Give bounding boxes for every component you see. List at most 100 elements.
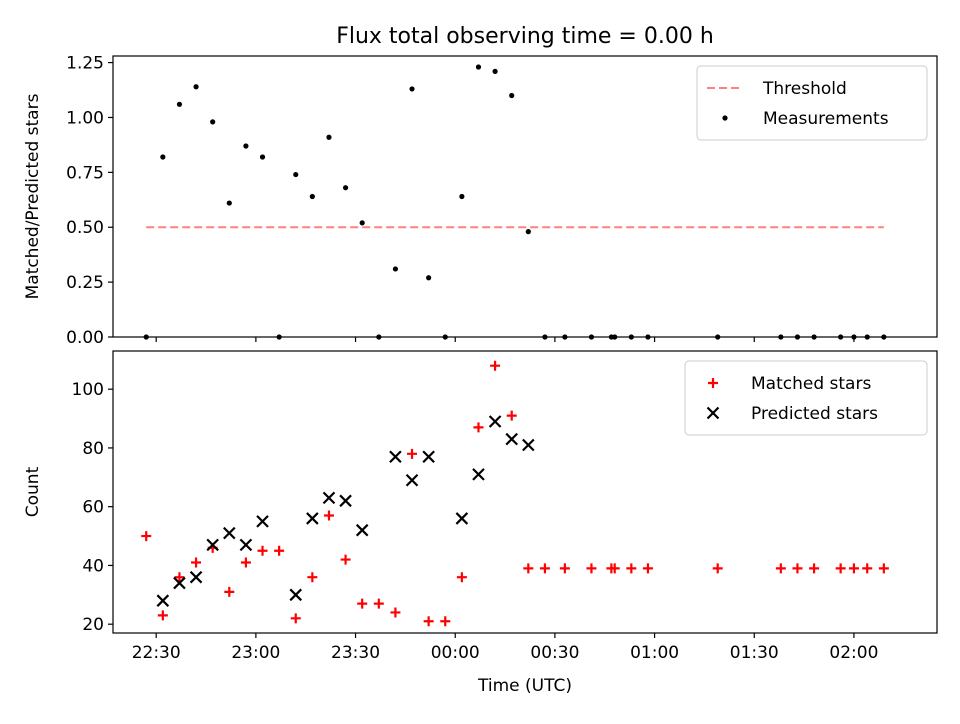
matched-star-point <box>712 563 723 574</box>
predicted-star-point <box>505 432 518 446</box>
x-tick-label: 23:30 <box>331 643 380 663</box>
measurement-point <box>143 334 149 340</box>
measurement-point <box>176 101 183 107</box>
legend: Threshold Measurements <box>696 65 928 141</box>
x-axis-label: Time (UTC) <box>477 676 572 696</box>
matched-star-point <box>157 610 168 621</box>
measurement-point <box>210 119 216 125</box>
measurement-point <box>459 193 465 200</box>
measurement-point <box>542 334 548 340</box>
matched-star-point <box>792 563 803 574</box>
measurement-point <box>525 229 531 235</box>
predicted-star-point <box>405 473 419 487</box>
measurement-point <box>409 86 415 92</box>
plot-frame-2 <box>112 350 938 634</box>
measurement-point <box>392 266 399 272</box>
x-tick-label: 00:00 <box>431 643 480 663</box>
predicted-star-point <box>472 468 485 481</box>
matched-star-point <box>775 563 786 574</box>
legend-label: Matched stars <box>751 374 871 394</box>
y-tick-label: 60 <box>82 498 104 518</box>
predicted-star-point <box>223 526 236 540</box>
y-axis-label: Count <box>23 466 43 517</box>
predicted-star-point <box>256 515 269 528</box>
measurement-point <box>243 143 249 149</box>
measurement-point <box>492 68 498 74</box>
measurement-point <box>509 92 515 99</box>
y-tick-label: 0.25 <box>66 273 104 293</box>
measurement-point <box>881 334 887 340</box>
matched-star-point <box>809 563 820 574</box>
matched-star-point <box>240 557 251 568</box>
legend: Matched stars Predicted stars <box>684 360 928 436</box>
matched-star-point <box>490 360 501 371</box>
measurement-point <box>309 193 315 200</box>
measurement-point <box>851 334 857 340</box>
matched-star-point <box>609 563 620 574</box>
predicted-star-point <box>522 438 535 452</box>
measurement-point <box>588 334 595 340</box>
predicted-star-point <box>206 538 219 552</box>
measurement-point <box>359 220 365 226</box>
y-tick-label: 20 <box>82 615 104 635</box>
predicted-star-point <box>455 512 469 525</box>
measurement-point <box>838 334 844 340</box>
measurement-point <box>794 334 801 340</box>
measurement-point <box>293 171 299 178</box>
predicted-star-point <box>239 538 253 552</box>
measurement-point <box>342 185 349 191</box>
measurement-point <box>193 84 199 90</box>
matched-star-point <box>290 613 301 624</box>
matched-star-point <box>440 616 451 627</box>
measurement-point <box>226 200 232 206</box>
measurement-point <box>715 334 721 340</box>
y-tick-label: 0.75 <box>66 163 104 183</box>
legend-box <box>684 360 928 436</box>
matched-star-point <box>559 563 570 574</box>
legend-label: Threshold <box>762 79 847 99</box>
matched-star-point <box>456 572 467 583</box>
y-tick-label: 100 <box>72 380 104 400</box>
matched-star-point <box>539 563 550 574</box>
matched-star-point <box>862 563 873 574</box>
predicted-star-point <box>173 576 186 590</box>
matched-star-point <box>506 410 517 421</box>
matched-star-point <box>642 563 653 574</box>
y-tick-label: 0.50 <box>66 218 104 238</box>
y-tick-label: 1.00 <box>66 108 104 128</box>
matched-star-point <box>848 563 859 574</box>
legend-marker <box>708 378 718 388</box>
matched-star-point <box>224 586 235 597</box>
measurement-point <box>645 334 651 340</box>
measurement-point <box>628 334 634 340</box>
y-tick-label: 0.00 <box>66 328 104 348</box>
matched-star-point <box>340 554 351 565</box>
predicted-star-point <box>189 570 203 584</box>
y-tick-label: 40 <box>82 556 104 576</box>
matched-star-point <box>307 572 318 583</box>
y-tick-label: 80 <box>82 439 104 459</box>
measurement-point <box>426 275 432 281</box>
y-tick-label: 1.25 <box>66 54 104 74</box>
x-tick-label: 01:00 <box>630 643 679 663</box>
matched-star-point <box>878 563 889 574</box>
matched-star-point <box>373 598 384 609</box>
measurement-point <box>259 154 266 160</box>
measurement-point <box>160 154 166 160</box>
matched-star-point <box>357 598 368 609</box>
legend-label: Predicted stars <box>751 404 878 424</box>
matched-star-point <box>390 607 401 618</box>
matched-star-point <box>835 563 846 574</box>
x-tick-label: 22:30 <box>132 643 181 663</box>
measurement-point <box>778 334 784 340</box>
matched-star-point <box>586 563 597 574</box>
measurement-point <box>475 64 482 70</box>
figure-title: Flux total observing time = 0.00 h <box>336 24 714 49</box>
matched-star-point <box>257 545 268 556</box>
legend-marker <box>722 115 728 121</box>
matched-star-point <box>523 563 534 574</box>
legend-box <box>696 65 928 141</box>
plot-frame-1 <box>112 55 938 338</box>
measurement-point <box>276 334 282 340</box>
predicted-star-point <box>156 594 170 607</box>
